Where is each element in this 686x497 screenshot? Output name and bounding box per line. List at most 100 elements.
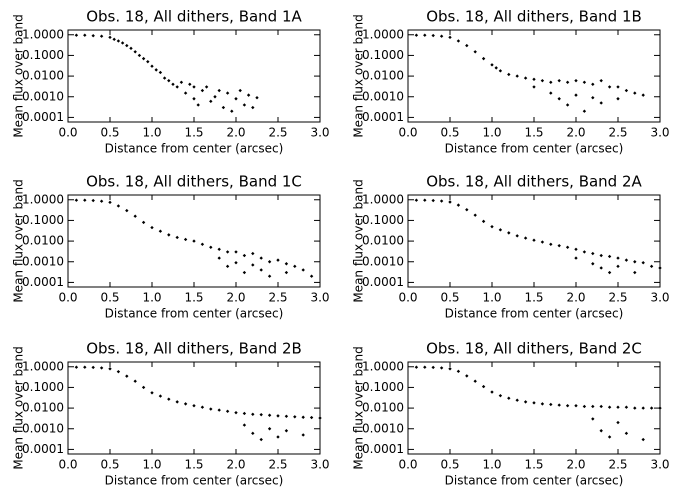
data-point bbox=[565, 103, 570, 107]
x-tick-label: 1.5 bbox=[524, 126, 543, 140]
y-tick-label: 0.1000 bbox=[362, 213, 404, 227]
data-point bbox=[83, 33, 87, 37]
data-point bbox=[221, 105, 226, 110]
data-point bbox=[133, 379, 137, 383]
y-tick-label: 0.0010 bbox=[362, 89, 404, 103]
data-point bbox=[616, 97, 620, 101]
data-point bbox=[301, 268, 305, 272]
data-point bbox=[91, 198, 95, 203]
x-tick-label: 2.0 bbox=[566, 291, 585, 305]
data-point bbox=[183, 91, 188, 95]
data-point bbox=[439, 34, 444, 38]
data-point bbox=[91, 34, 95, 38]
data-point bbox=[293, 264, 297, 269]
plot-frame bbox=[67, 361, 321, 455]
y-axis-label: Mean flux over band bbox=[352, 346, 366, 469]
x-tick-label: 0.5 bbox=[440, 291, 459, 305]
data-point bbox=[565, 245, 570, 250]
x-tick-label: 0.5 bbox=[100, 126, 119, 140]
data-point bbox=[456, 39, 461, 43]
x-tick-label: 1.5 bbox=[184, 126, 203, 140]
data-point bbox=[616, 256, 620, 260]
data-point bbox=[234, 410, 238, 415]
data-point bbox=[74, 33, 79, 37]
data-point bbox=[120, 41, 125, 45]
data-point bbox=[498, 69, 503, 73]
data-point bbox=[448, 35, 452, 40]
data-point bbox=[658, 406, 662, 410]
data-point bbox=[74, 198, 79, 202]
x-axis-label: Distance from center (arcsec) bbox=[445, 307, 624, 321]
data-point bbox=[251, 263, 255, 267]
data-point bbox=[284, 262, 289, 266]
y-tick-label: 0.0100 bbox=[362, 234, 404, 248]
data-point bbox=[141, 220, 146, 225]
data-point bbox=[574, 404, 578, 408]
data-point bbox=[167, 78, 171, 83]
y-tick-label: 0.0001 bbox=[362, 442, 404, 456]
x-tick-label: 3.0 bbox=[310, 458, 329, 472]
data-point bbox=[532, 77, 536, 81]
data-point bbox=[188, 82, 192, 87]
data-point bbox=[284, 429, 289, 433]
data-point bbox=[284, 270, 289, 275]
y-tick-label: 0.0100 bbox=[22, 69, 64, 83]
panel: Obs. 18, All dithers, Band 2A 0.0 0.5 1.0 1.… bbox=[352, 173, 670, 321]
data-point bbox=[540, 78, 545, 83]
data-point bbox=[309, 274, 314, 278]
x-tick-label: 3.0 bbox=[310, 126, 329, 140]
data-point bbox=[108, 367, 112, 371]
data-point bbox=[276, 258, 280, 262]
data-point bbox=[616, 85, 620, 89]
x-tick-label: 3.0 bbox=[650, 291, 669, 305]
data-point bbox=[318, 416, 322, 420]
data-point bbox=[141, 56, 146, 61]
data-point bbox=[414, 365, 419, 369]
data-point bbox=[465, 43, 469, 48]
data-point bbox=[175, 235, 179, 240]
data-point bbox=[649, 264, 654, 269]
data-point bbox=[276, 414, 280, 418]
panel-title: Obs. 18, All dithers, Band 1C bbox=[86, 173, 302, 191]
data-point bbox=[209, 99, 213, 104]
data-point bbox=[255, 96, 259, 100]
data-point bbox=[599, 266, 603, 270]
x-tick-label: 1.5 bbox=[524, 291, 543, 305]
data-point bbox=[293, 415, 297, 419]
plot-frame bbox=[407, 361, 661, 455]
data-point bbox=[251, 431, 255, 436]
data-point bbox=[439, 366, 444, 370]
x-tick-label: 2.5 bbox=[608, 291, 627, 305]
data-point bbox=[158, 70, 163, 75]
data-point bbox=[431, 198, 435, 203]
data-point bbox=[591, 96, 595, 100]
data-point bbox=[125, 374, 129, 378]
data-point bbox=[448, 200, 452, 204]
data-point bbox=[582, 109, 587, 113]
data-point bbox=[557, 97, 561, 101]
y-tick-label: 0.0100 bbox=[362, 401, 404, 415]
data-point bbox=[225, 91, 230, 95]
data-point bbox=[616, 405, 620, 409]
data-point bbox=[607, 405, 612, 409]
panel-title: Obs. 18, All dithers, Band 1A bbox=[86, 8, 302, 26]
data-point bbox=[599, 404, 603, 409]
x-tick-label: 1.5 bbox=[184, 458, 203, 472]
data-point bbox=[217, 247, 221, 252]
data-point bbox=[242, 270, 247, 275]
data-point bbox=[251, 105, 255, 110]
data-point bbox=[129, 46, 133, 51]
x-tick-label: 1.0 bbox=[482, 458, 501, 472]
data-point bbox=[99, 34, 104, 38]
panel: Obs. 18, All dithers, Band 1A 0.0 0.5 1.0 1.… bbox=[12, 8, 330, 156]
data-point bbox=[490, 224, 494, 229]
data-point bbox=[507, 396, 511, 400]
data-point bbox=[209, 245, 213, 250]
x-tick-label: 2.5 bbox=[268, 126, 287, 140]
data-point bbox=[301, 433, 305, 437]
data-point bbox=[599, 253, 603, 258]
y-tick-label: 0.0001 bbox=[22, 442, 64, 456]
data-point bbox=[251, 412, 255, 417]
data-point bbox=[549, 91, 553, 95]
